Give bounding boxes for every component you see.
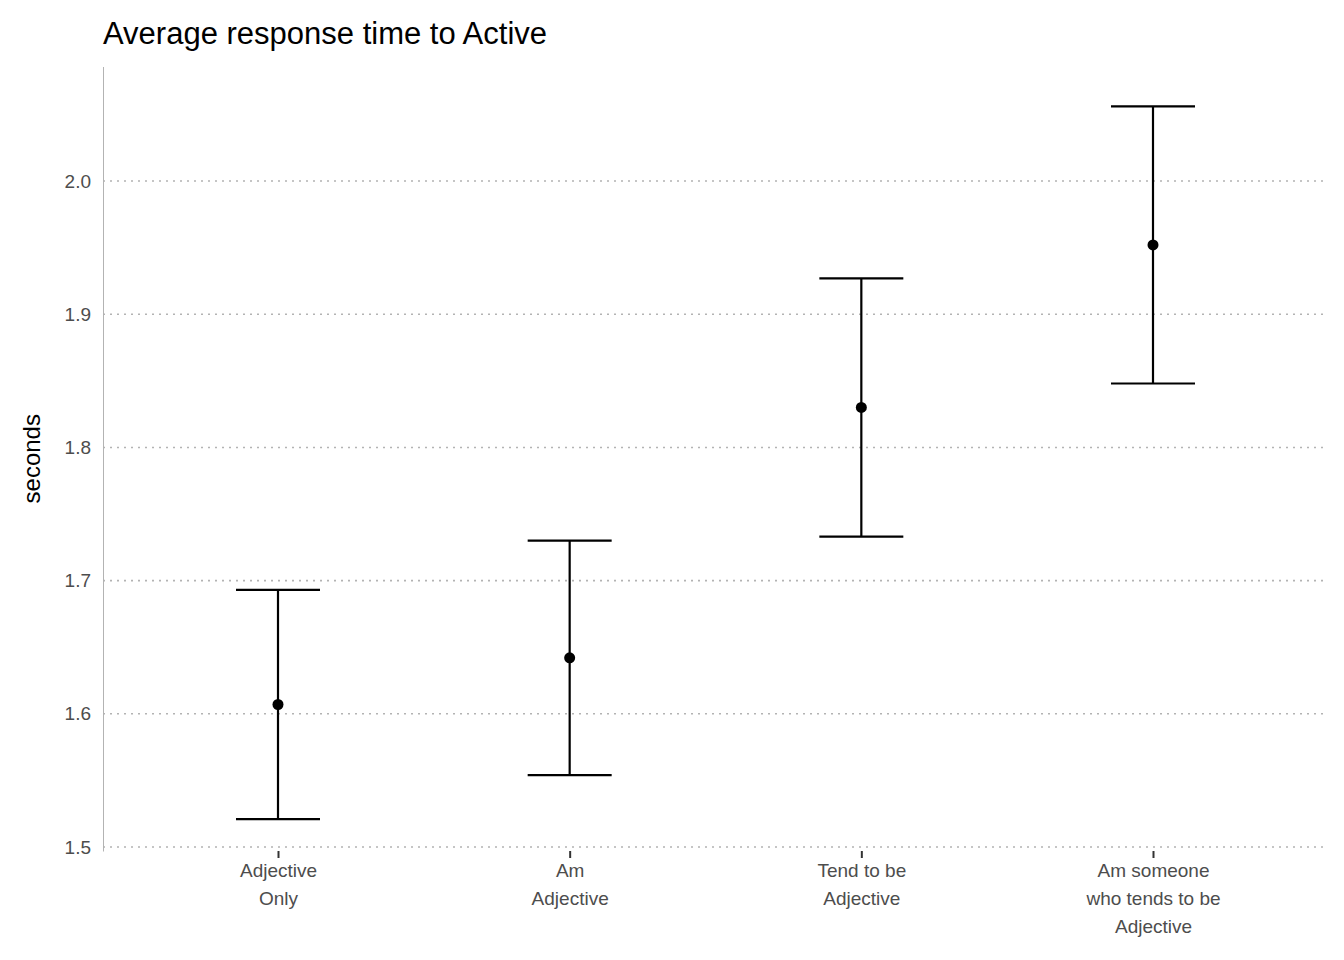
x-tick-label-line: Am	[556, 860, 585, 881]
grid-line	[103, 580, 1328, 582]
error-bar	[236, 590, 320, 819]
y-tick-label: 1.5	[65, 837, 91, 858]
y-axis-line	[103, 67, 104, 852]
point	[1148, 239, 1159, 250]
y-tick: 1.5	[65, 837, 103, 858]
y-tick-label: 2.0	[65, 171, 91, 192]
x-tick-mark	[569, 851, 571, 858]
y-tick: 2.0	[65, 171, 103, 192]
x-tick-mark	[861, 851, 863, 858]
y-tick-label: 1.7	[65, 570, 91, 591]
error-bar-line	[528, 541, 612, 775]
x-tick: Adjective Only	[240, 851, 317, 909]
chart: 1.5 1.6 1.7 1.8 1.9 2.0 Adjective Only Am Adjecti…	[0, 0, 1344, 960]
x-tick: Am someone who tends to be Adjective	[1085, 851, 1220, 937]
y-axis-title: seconds	[18, 414, 45, 503]
error-bar	[819, 278, 903, 536]
x-tick: Tend to be Adjective	[817, 851, 906, 909]
x-tick-label-line: Adjective	[823, 888, 900, 909]
x-tick-mark	[1153, 851, 1155, 858]
grid-line	[103, 713, 1328, 715]
x-tick-label: Am Adjective	[532, 860, 609, 909]
x-tick-label-line: Adjective	[532, 888, 609, 909]
error-bar-line	[819, 278, 903, 536]
y-axis: 1.5 1.6 1.7 1.8 1.9 2.0	[65, 67, 104, 858]
error-bar-line	[236, 590, 320, 819]
x-tick-label: Adjective Only	[240, 860, 317, 909]
y-tick: 1.6	[65, 703, 103, 724]
point	[564, 652, 575, 663]
x-axis-line	[104, 851, 1329, 852]
y-tick: 1.9	[65, 304, 103, 325]
y-tick: 1.7	[65, 570, 103, 591]
x-tick-label-line: who tends to be	[1085, 888, 1220, 909]
grid-line	[103, 447, 1328, 449]
x-tick-label-line: Tend to be	[817, 860, 906, 881]
grid-line	[103, 846, 1328, 848]
error-bar	[528, 541, 612, 775]
error-bar	[1111, 106, 1195, 383]
marks	[236, 106, 1195, 819]
x-tick-label-line: Adjective	[1115, 916, 1192, 937]
grid-line	[103, 313, 1328, 315]
x-tick: Am Adjective	[532, 851, 609, 909]
title: Average response time to Active	[103, 16, 547, 51]
x-tick-label-line: Am someone	[1098, 860, 1210, 881]
x-tick-label-line: Only	[259, 888, 299, 909]
y-tick-label: 1.9	[65, 304, 91, 325]
grid	[103, 181, 1328, 847]
y-tick-label: 1.6	[65, 703, 91, 724]
error-bar-line	[1111, 106, 1195, 383]
x-tick-label: Am someone who tends to be Adjective	[1085, 860, 1220, 937]
x-axis: Adjective Only Am Adjective Tend to be Adject…	[104, 851, 1329, 937]
y-tick: 1.8	[65, 437, 103, 458]
grid-line	[103, 180, 1328, 182]
x-tick-mark	[278, 851, 280, 858]
point	[856, 402, 867, 413]
x-tick-label: Tend to be Adjective	[817, 860, 906, 909]
y-tick-label: 1.8	[65, 437, 91, 458]
x-tick-label-line: Adjective	[240, 860, 317, 881]
point	[273, 699, 284, 710]
